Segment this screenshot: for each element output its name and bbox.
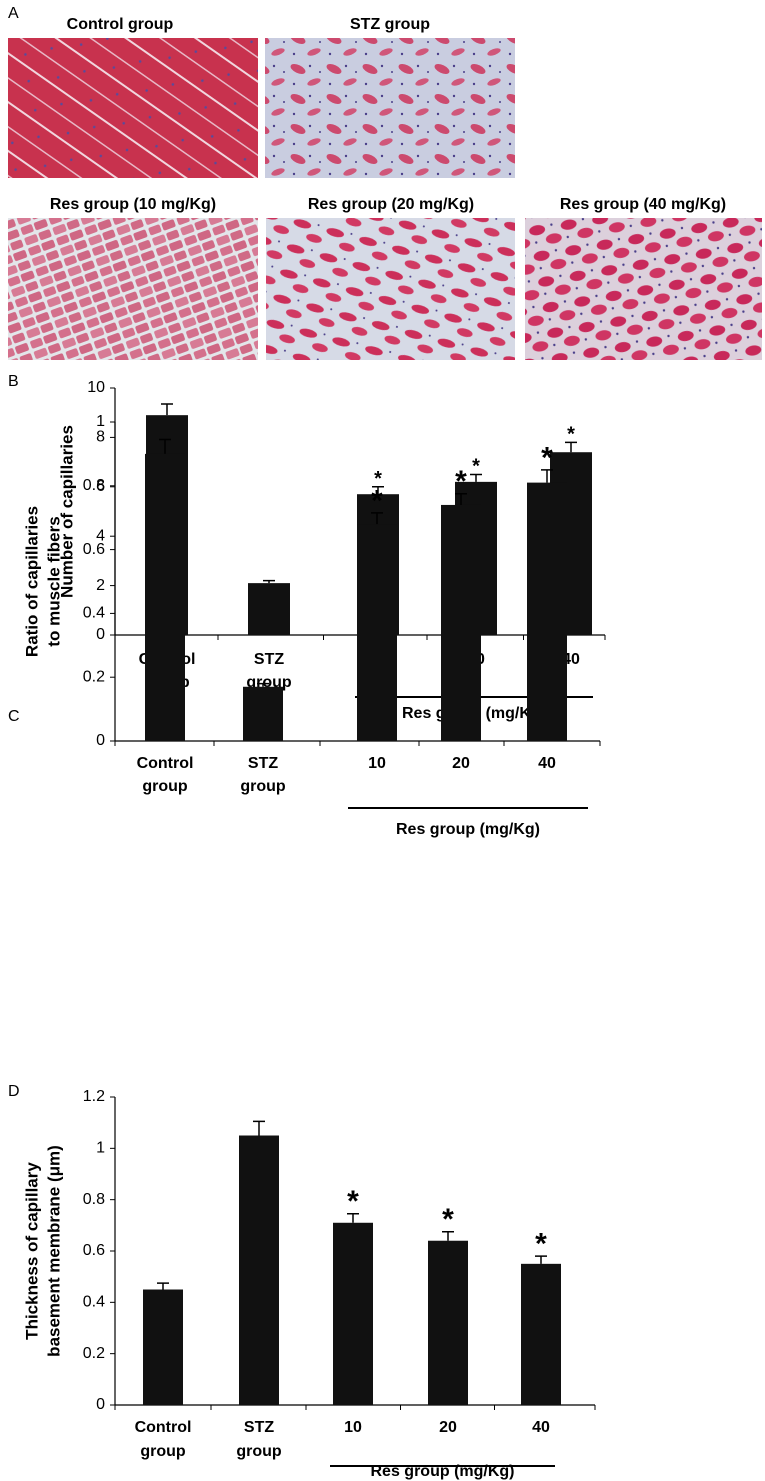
- x-tick-label: 20: [439, 1419, 457, 1436]
- y-axis-label: Thickness of capillary: [22, 1162, 41, 1340]
- histology-image: [8, 38, 258, 178]
- image-caption: STZ group: [350, 16, 430, 33]
- significance-marker: *: [567, 424, 575, 446]
- panel-label: C: [8, 708, 20, 725]
- error-bar: [535, 1255, 547, 1264]
- y-tick-label: 2: [96, 577, 105, 594]
- bar: [333, 1222, 373, 1405]
- error-bar: [159, 438, 171, 454]
- error-bar: [541, 469, 553, 483]
- image-caption: Res group (10 mg/Kg): [50, 196, 216, 213]
- y-tick-label: 0: [96, 732, 105, 749]
- y-tick-label: 0.4: [83, 1294, 105, 1311]
- y-tick-label: 1: [96, 1140, 105, 1157]
- error-bar: [161, 403, 173, 416]
- x-tick-label: 10: [344, 1419, 362, 1436]
- bar: [441, 504, 481, 741]
- significance-marker: *: [455, 465, 467, 498]
- error-bar: [372, 486, 384, 495]
- panel-label: B: [8, 373, 19, 390]
- x-tick-label: 40: [538, 755, 556, 772]
- y-tick-label: 0: [96, 626, 105, 643]
- x-tick-label: 20: [452, 755, 470, 772]
- significance-marker: *: [371, 484, 383, 517]
- panel-label: A: [8, 5, 19, 22]
- y-axis-label: Ratio of capillaries: [22, 506, 41, 657]
- histology-image: [265, 38, 515, 178]
- y-axis-label: Number of capillaries: [57, 425, 76, 598]
- error-bar: [455, 493, 467, 505]
- error-bar: [253, 1120, 265, 1136]
- error-bar: [257, 682, 269, 687]
- bar: [248, 583, 290, 635]
- significance-marker: *: [535, 1228, 547, 1261]
- error-bar: [347, 1213, 359, 1223]
- x-tick-label: STZ group: [246, 651, 292, 691]
- histology-image: [525, 218, 762, 360]
- image-caption: Res group (40 mg/Kg): [560, 196, 726, 213]
- y-tick-label: 0: [96, 1396, 105, 1413]
- bar: [239, 1135, 279, 1405]
- histology-image: [266, 218, 515, 360]
- image-caption: Control group: [67, 16, 174, 33]
- bar: [357, 524, 397, 741]
- image-caption: Res group (20 mg/Kg): [308, 196, 474, 213]
- y-tick-label: 0.8: [83, 477, 105, 494]
- x-tick-label: STZ group: [240, 755, 286, 795]
- y-tick-label: 0.2: [83, 1345, 105, 1362]
- error-bar: [442, 1231, 454, 1241]
- significance-marker: *: [347, 1185, 359, 1218]
- y-tick-label: 0.6: [83, 1242, 105, 1259]
- bar: [243, 686, 283, 741]
- bar: [521, 1263, 561, 1405]
- bar: [527, 482, 567, 741]
- error-bar: [157, 1282, 169, 1290]
- histology-image: [8, 218, 258, 360]
- y-tick-label: 10: [87, 379, 105, 396]
- error-bar: [371, 512, 383, 525]
- error-bar: [565, 441, 577, 453]
- significance-marker: *: [374, 468, 382, 490]
- y-tick-label: 0.2: [83, 668, 105, 685]
- x-tick-label: STZ group: [236, 1419, 282, 1460]
- panel-label: D: [8, 1083, 20, 1100]
- significance-marker: *: [472, 456, 480, 478]
- significance-marker: *: [541, 441, 553, 474]
- y-tick-label: 0.8: [83, 1191, 105, 1208]
- y-tick-label: 1: [96, 413, 105, 430]
- y-tick-label: 6: [96, 478, 105, 495]
- y-tick-label: 0.6: [83, 541, 105, 558]
- bar: [145, 453, 185, 741]
- y-tick-label: 8: [96, 429, 105, 446]
- bar: [143, 1289, 183, 1405]
- y-tick-label: 0.4: [83, 605, 105, 622]
- error-bar: [263, 579, 275, 584]
- x-tick-label: 10: [368, 755, 386, 772]
- group-label: Res group (mg/Kg): [396, 821, 540, 838]
- error-bar: [470, 473, 482, 482]
- group-label: Res group (mg/Kg): [371, 1463, 515, 1480]
- y-tick-label: 1.2: [83, 1088, 105, 1105]
- y-axis-label: basement membrane (μm): [44, 1145, 63, 1357]
- significance-marker: *: [442, 1203, 454, 1236]
- bar: [428, 1240, 468, 1405]
- x-tick-label: 40: [532, 1419, 550, 1436]
- y-tick-label: 4: [96, 527, 105, 544]
- y-axis-label: to muscle fibers: [44, 516, 63, 646]
